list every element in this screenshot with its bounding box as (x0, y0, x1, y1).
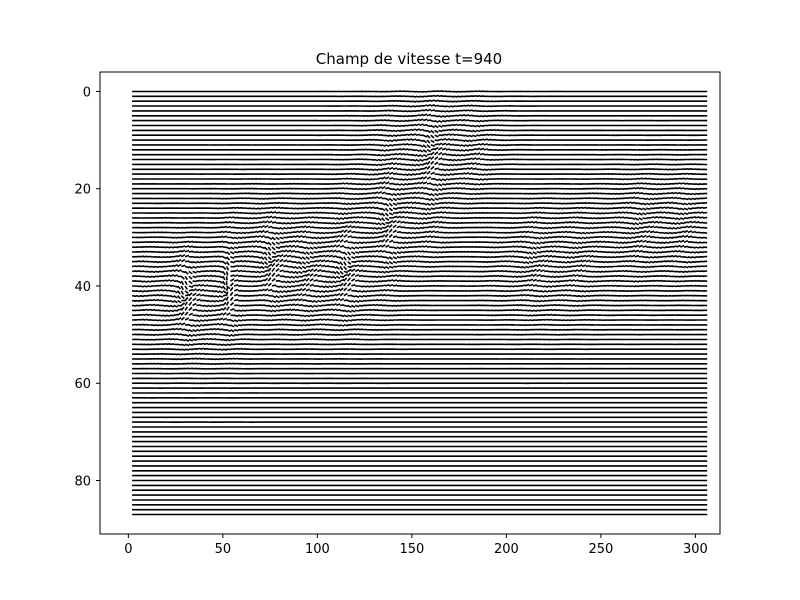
quiver-row (132, 286, 708, 295)
quiver-row (132, 277, 708, 286)
quiver-row (132, 332, 708, 338)
y-tick-label: 0 (83, 85, 91, 100)
x-tick-label: 100 (305, 542, 330, 557)
quiver-row (132, 99, 708, 103)
quiver-row (132, 118, 708, 124)
x-tick-label: 0 (124, 542, 132, 557)
quiver-row (132, 316, 708, 323)
quiver-row (132, 357, 708, 361)
quiver-row (132, 181, 708, 187)
quiver-arrows (131, 90, 708, 516)
quiver-row (131, 291, 708, 300)
quiver-row (132, 190, 708, 197)
quiver-row (131, 296, 708, 304)
quiver-row (132, 113, 708, 118)
x-tick-label: 50 (215, 542, 232, 557)
quiver-row (132, 254, 708, 261)
quiver-row (132, 185, 708, 192)
quiver-row (132, 327, 708, 333)
x-tick-label: 300 (683, 542, 708, 557)
quiver-row (132, 306, 708, 313)
quiver-row (132, 175, 708, 182)
quiver-row (132, 337, 708, 342)
quiver-row (132, 272, 708, 281)
axes-frame (99, 71, 721, 535)
y-tick-label: 40 (74, 280, 91, 295)
quiver-row (132, 151, 708, 158)
quiver-row (132, 146, 708, 153)
quiver-row (132, 128, 708, 134)
quiver-row (132, 372, 708, 375)
quiver-row (132, 210, 708, 217)
quiver-row (132, 123, 708, 129)
quiver-row (132, 201, 708, 207)
quiver-row (132, 311, 708, 318)
quiver-row (132, 142, 708, 149)
quiver-row (132, 108, 708, 113)
quiver-row (132, 233, 708, 241)
quiver-row (132, 215, 708, 222)
quiver-row (132, 228, 708, 236)
quiver-row (132, 362, 708, 365)
quiver-row (132, 165, 708, 172)
quiver-row (132, 170, 708, 177)
quiver-row (132, 133, 708, 139)
quiver-row (132, 94, 708, 98)
chart-title: Champ de vitesse t=940 (316, 50, 502, 68)
y-axis: 0 20 40 60 80 (74, 85, 100, 490)
quiver-row (132, 219, 708, 226)
y-tick-label: 80 (74, 475, 91, 490)
x-tick-label: 250 (589, 542, 614, 557)
quiver-row (132, 224, 708, 231)
quiver-row (132, 249, 708, 256)
y-tick-label: 20 (74, 183, 91, 198)
quiver-row (132, 258, 708, 266)
x-tick-label: 200 (494, 542, 519, 557)
quiver-row (132, 160, 708, 167)
x-axis: 0 50 100 150 200 250 300 (124, 534, 708, 557)
quiver-row (132, 244, 708, 251)
quiver-row (132, 196, 708, 202)
quiver-row (132, 322, 708, 328)
quiver-row (132, 282, 708, 291)
quiver-row (132, 347, 708, 351)
quiver-row (132, 155, 708, 162)
quiver-row (132, 90, 708, 93)
x-tick-label: 150 (399, 542, 424, 557)
quiver-row (132, 238, 708, 246)
quiver-row (132, 103, 708, 108)
quiver-row (132, 342, 708, 347)
y-tick-label: 60 (74, 377, 91, 392)
quiver-row (132, 352, 708, 356)
quiver-row (132, 267, 708, 276)
quiver-row (132, 367, 708, 370)
quiver-row (132, 206, 708, 212)
quiver-row (131, 301, 708, 309)
quiver-row (132, 262, 708, 271)
quiver-row (132, 137, 708, 144)
